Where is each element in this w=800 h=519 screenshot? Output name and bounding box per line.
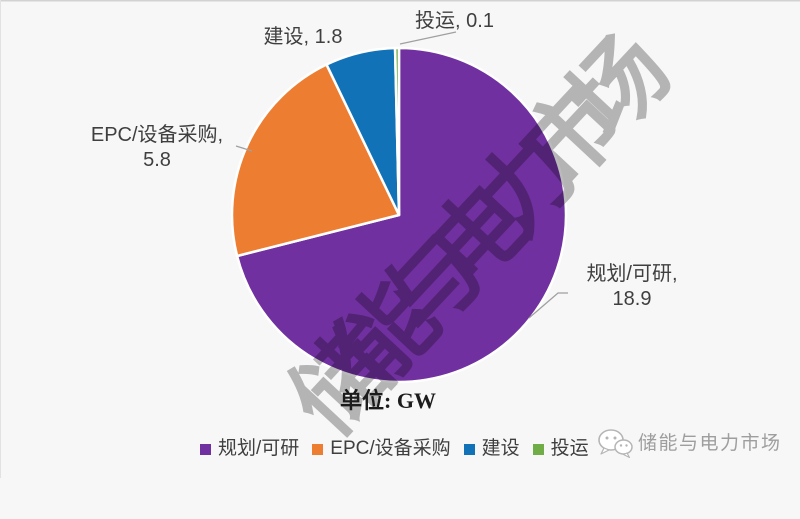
data-label-jianshe: 建设, 1.8 <box>263 26 343 48</box>
pie-slice-规划/可研 <box>235 46 568 384</box>
legend-label: 建设 <box>481 438 520 459</box>
data-label-touyun: 投运, 0.1 <box>415 10 494 32</box>
legend-item-EPC/设备采购: EPC/设备采购 <box>312 438 451 460</box>
data-label-epc: EPC/设备采购, 5.8 <box>58 123 256 173</box>
legend-item-建设: 建设 <box>463 438 520 460</box>
legend-item-投运: 投运 <box>532 438 589 460</box>
legend-swatch <box>532 443 544 455</box>
legend-swatch <box>200 443 211 455</box>
leader-line-guihua <box>528 292 568 319</box>
publisher-logo-text: 储能与电力市场 <box>638 433 782 454</box>
data-label-guihua-line2: 18.9 <box>612 288 652 310</box>
legend-swatch <box>312 443 324 455</box>
wechat-icon <box>598 429 633 459</box>
leader-lines <box>235 31 568 319</box>
top-border-line <box>0 0 800 2</box>
data-label-epc-line2: 5.8 <box>143 149 171 171</box>
unit-label: 单位: GW <box>340 388 436 413</box>
legend-label: 规划/可研 <box>218 438 300 459</box>
leader-line-touyun <box>399 31 457 45</box>
data-label-epc-line1: EPC/设备采购, <box>90 124 224 146</box>
chart-legend: 规划/可研 EPC/设备采购 建设 投运 <box>200 438 589 460</box>
pie-chart <box>230 31 568 384</box>
legend-item-规划/可研: 规划/可研 <box>200 438 299 460</box>
pie-slice-EPC/设备采购 <box>230 63 401 258</box>
left-border-line <box>0 0 1 478</box>
legend-label: 投运 <box>550 438 589 459</box>
data-label-guihua: 规划/可研, 18.9 <box>533 262 731 312</box>
legend-label: EPC/设备采购 <box>330 438 451 459</box>
publisher-logo: 储能与电力市场 <box>597 428 782 460</box>
data-label-guihua-line1: 规划/可研, <box>586 263 678 285</box>
leader-line-epc <box>235 145 253 152</box>
legend-swatch <box>463 443 475 455</box>
pie-slice-投运 <box>393 46 401 217</box>
